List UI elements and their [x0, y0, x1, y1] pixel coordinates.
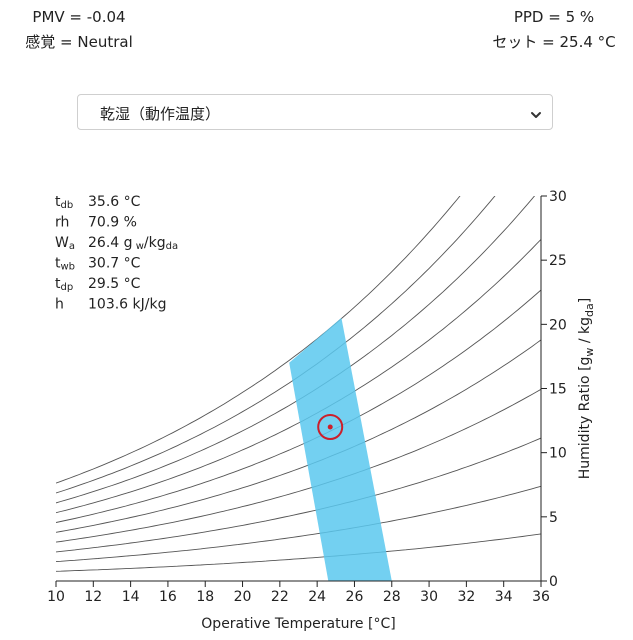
marker-dot [327, 424, 333, 430]
x-tick-label: 24 [308, 589, 326, 605]
x-tick-label: 28 [383, 589, 401, 605]
rh-curve-60 [56, 289, 541, 523]
rh-curve-20 [56, 485, 541, 563]
readout-symbol: twb [55, 256, 75, 273]
marker-ring [317, 414, 344, 440]
x-tick-label: 32 [457, 589, 475, 605]
chart-axes: 10 12 14 16 18 20 22 24 26 28 30 32 34 360 5 10 15 20 25 30 [47, 189, 567, 605]
y-tick-label: 20 [549, 317, 567, 333]
x-tick-label: 26 [346, 589, 364, 605]
readout-value: 35.6 °C [88, 194, 141, 210]
y-tick-label: 10 [549, 446, 567, 462]
x-tick-label: 16 [159, 589, 177, 605]
readout-symbol: tdb [55, 194, 73, 211]
x-tick-label: 36 [532, 589, 550, 605]
readout-symbol: Wa [55, 235, 75, 252]
readout-symbol: h [55, 297, 64, 313]
chevron-down-icon [530, 106, 542, 125]
rh-curve-40 [56, 388, 541, 543]
rh-curve-30 [56, 437, 541, 553]
y-axis-label: Humidity Ratio [gw / kgda] [577, 298, 596, 480]
x-tick-label: 20 [234, 589, 252, 605]
readout-value: 30.7 °C [88, 256, 141, 272]
y-tick-label: 5 [549, 510, 558, 526]
readout-symbol: tdp [55, 276, 73, 293]
relative-humidity-curves [56, 196, 541, 572]
rh-curve-50 [56, 339, 541, 533]
comfort-zone [289, 317, 392, 581]
current-condition-marker[interactable] [317, 414, 344, 440]
x-tick-label: 18 [196, 589, 214, 605]
sensation-value: 感覚 = Neutral [25, 33, 133, 51]
y-tick-label: 30 [549, 189, 567, 205]
x-tick-label: 22 [271, 589, 289, 605]
readout-value: 26.4 g w/kgda [88, 235, 178, 252]
chart-type-select[interactable]: 乾湿（動作温度） [77, 94, 553, 130]
chart-type-selected-label: 乾湿（動作温度） [100, 105, 221, 123]
rh-curve-100 [56, 196, 461, 484]
x-axis-label: Operative Temperature [°C] [201, 616, 395, 632]
ppd-value: PPD = 5 % [513, 8, 595, 26]
readout-value: 70.9 % [88, 215, 137, 231]
hover-readout: tdb 35.6 °C rh 70.9 % Wa 26.4 g w/kgda twb 30.7… [55, 194, 178, 313]
set-temperature-value: セット = 25.4 °C [492, 33, 616, 51]
x-tick-label: 10 [47, 589, 65, 605]
pmv-value: PMV = -0.04 [32, 8, 126, 26]
y-tick-label: 0 [549, 574, 558, 590]
readout-value: 29.5 °C [88, 276, 141, 292]
readout-value: 103.6 kJ/kg [88, 297, 166, 313]
x-tick-label: 12 [84, 589, 102, 605]
y-tick-label: 25 [549, 253, 567, 269]
x-tick-label: 30 [420, 589, 438, 605]
rh-curve-10 [56, 533, 541, 572]
x-tick-label: 34 [495, 589, 513, 605]
y-tick-label: 15 [549, 382, 567, 398]
readout-symbol: rh [55, 215, 69, 231]
rh-curve-90 [56, 196, 496, 494]
x-tick-label: 14 [122, 589, 140, 605]
rh-curve-70 [56, 239, 541, 514]
